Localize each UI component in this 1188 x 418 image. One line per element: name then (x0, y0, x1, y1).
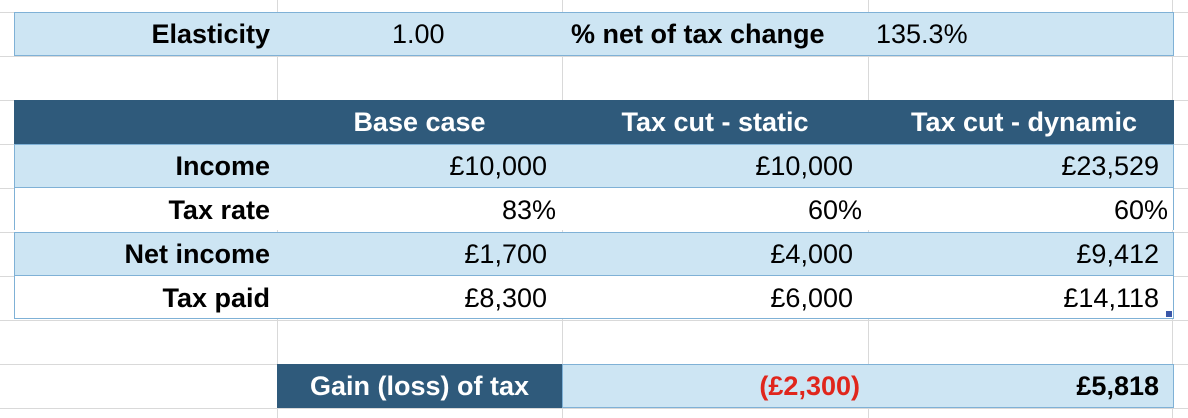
row-label-tax-rate: Tax rate (168, 195, 270, 225)
gridline (0, 56, 1188, 57)
net-income-tax-cut-dynamic[interactable]: £9,412 (1076, 239, 1159, 269)
gain-label-band (277, 364, 562, 408)
elasticity-label: Elasticity (151, 19, 270, 49)
elasticity-row-band (14, 12, 1174, 56)
income-row-band (14, 144, 1174, 188)
tax-rate-row-band (14, 188, 1174, 230)
tax-paid-tax-cut-static[interactable]: £6,000 (770, 283, 853, 313)
row-label-tax-paid: Tax paid (162, 283, 270, 313)
row-label-net-income: Net income (124, 239, 270, 269)
elasticity-value[interactable]: 1.00 (392, 19, 445, 49)
net-change-value[interactable]: 135.3% (876, 19, 968, 49)
header-tax-cut-dynamic: Tax cut - dynamic (910, 107, 1138, 137)
net-income-tax-cut-static[interactable]: £4,000 (770, 239, 853, 269)
net-change-label: % net of tax change (571, 19, 825, 49)
tax-rate-tax-cut-dynamic[interactable]: 60% (1113, 195, 1168, 225)
table-header-band (14, 100, 1174, 144)
income-tax-cut-dynamic[interactable]: £23,529 (1061, 151, 1159, 181)
tax-paid-tax-cut-dynamic[interactable]: £14,118 (1063, 283, 1159, 313)
tax-paid-base-case[interactable]: £8,300 (464, 283, 547, 313)
gridline (0, 408, 1188, 409)
tax-rate-base-case[interactable]: 83% (501, 195, 556, 225)
tax-paid-row-band (14, 276, 1174, 319)
income-tax-cut-static[interactable]: £10,000 (755, 151, 853, 181)
row-label-income: Income (175, 151, 270, 181)
tax-rate-tax-cut-static[interactable]: 60% (807, 195, 862, 225)
gridline (0, 320, 1188, 321)
gain-loss-static-value[interactable]: (£2,300) (759, 371, 860, 401)
gain-loss-label: Gain (loss) of tax (309, 371, 530, 401)
income-base-case[interactable]: £10,000 (449, 151, 547, 181)
header-tax-cut-static: Tax cut - static (621, 107, 809, 137)
gain-values-band (562, 364, 1174, 408)
gain-loss-dynamic-value[interactable]: £5,818 (1076, 371, 1159, 401)
net-income-row-band (14, 232, 1174, 276)
net-income-base-case[interactable]: £1,700 (464, 239, 547, 269)
fill-handle[interactable] (1166, 311, 1172, 317)
header-base-case: Base case (353, 107, 486, 137)
